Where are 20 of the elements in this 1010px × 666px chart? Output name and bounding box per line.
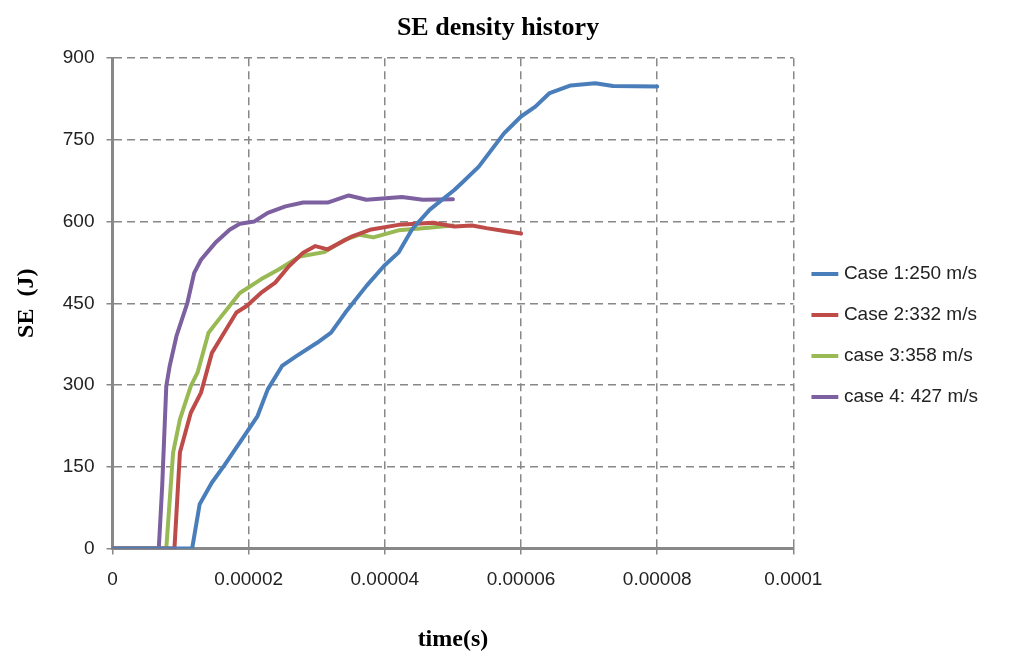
y-tick-label: 150 (62, 454, 95, 476)
legend-label: case 3:358 m/s (843, 344, 973, 366)
x-tick-label: 0.00002 (214, 568, 284, 590)
y-axis-title: SE (J) (11, 268, 38, 338)
legend-label: case 4: 427 m/s (843, 385, 978, 407)
x-tick-label: 0.00008 (622, 568, 692, 590)
x-tick-label: 0.0001 (764, 568, 823, 590)
x-axis-title: time(s) (417, 624, 489, 651)
x-tick-label: 0.00004 (350, 568, 420, 590)
x-tick-label: 0.00006 (486, 568, 556, 590)
x-tick-label: 0 (107, 568, 118, 590)
chart-title: SE density history (396, 12, 600, 42)
y-tick-label: 0 (83, 536, 95, 558)
y-tick-label: 750 (62, 128, 95, 150)
legend-label: Case 2:332 m/s (843, 303, 977, 325)
y-tick-label: 900 (62, 46, 95, 68)
y-tick-label: 300 (62, 373, 95, 395)
y-tick-label: 600 (62, 209, 95, 231)
y-tick-label: 450 (62, 291, 95, 313)
legend-label: Case 1:250 m/s (843, 262, 977, 284)
